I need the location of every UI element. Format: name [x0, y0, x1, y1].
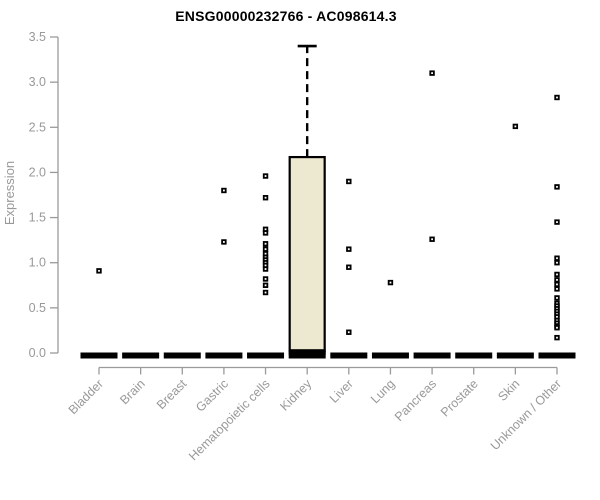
y-tick-label: 2.0 [29, 165, 46, 179]
data-point-center [556, 305, 558, 307]
zero-median-bar [288, 352, 326, 359]
data-point-center [556, 326, 558, 329]
box-median-line [288, 349, 326, 355]
data-point-center [98, 269, 100, 272]
zero-median-bar [247, 352, 285, 359]
data-point-center [556, 185, 558, 188]
data-point-center [264, 175, 267, 177]
data-point-center [347, 266, 350, 269]
zero-median-bar [205, 352, 243, 359]
data-point-center [264, 291, 267, 294]
data-point-center [264, 252, 267, 255]
data-point-center [556, 287, 558, 290]
zero-median-bar [371, 352, 409, 359]
data-point-center [264, 242, 267, 245]
x-tick-label: Kidney [277, 376, 314, 413]
points-layer [96, 70, 560, 341]
zero-median-bar [496, 352, 534, 359]
data-point-center [223, 189, 225, 192]
data-point-center [264, 196, 267, 199]
y-tick-label: 0.5 [29, 301, 46, 315]
y-tick-label: 3.5 [29, 30, 46, 44]
box-rect [288, 155, 326, 353]
x-tick-label: Breast [154, 376, 190, 412]
data-point-center [264, 278, 267, 280]
data-point-center [556, 261, 558, 264]
data-point-center [556, 96, 558, 99]
data-point-center [347, 180, 350, 183]
y-tick-label: 2.5 [29, 120, 46, 134]
y-tick-label: 1.5 [29, 211, 46, 225]
data-point-center [264, 248, 267, 251]
zero-median-bar [80, 352, 118, 359]
zero-median-bar [413, 352, 451, 359]
data-point-center [556, 302, 558, 305]
data-point-center [223, 241, 225, 243]
data-point-center [556, 313, 558, 316]
zero-median-bar [330, 352, 368, 359]
data-point-center [556, 310, 558, 313]
boxes [288, 44, 326, 355]
zero-bars [80, 352, 576, 359]
data-point-center [389, 281, 392, 284]
x-tick-label: Brain [117, 377, 148, 408]
data-point-center [264, 256, 267, 259]
data-point-center [264, 264, 267, 267]
x-tick-label: Lung [368, 377, 398, 407]
y-tick-label: 3.0 [29, 75, 46, 89]
x-tick-label: Skin [495, 377, 522, 404]
data-point-center [264, 228, 267, 231]
zero-median-bar [122, 352, 160, 359]
data-point-center [556, 278, 558, 281]
data-point-center [556, 322, 558, 325]
y-tick-label: 0.0 [29, 346, 46, 360]
x-tick-label: Prostate [438, 377, 481, 420]
data-point-center [556, 297, 558, 299]
data-point-center [431, 72, 433, 75]
data-point-center [264, 284, 267, 287]
data-point-center [556, 273, 558, 276]
data-point-center [431, 238, 433, 241]
x-tick-label: Pancreas [392, 377, 439, 424]
zero-median-bar [163, 352, 201, 359]
data-point-center [264, 268, 267, 270]
data-point-center [556, 283, 558, 286]
data-point-center [264, 232, 267, 234]
y-axis: 0.0 0.5 1.0 1.5 2.0 2.5 3.0 3.5 [29, 30, 59, 360]
data-point-center [556, 221, 558, 223]
data-point-center [264, 261, 267, 264]
x-tick-label: Hematopoietic cells [186, 377, 273, 464]
data-point-center [264, 259, 267, 261]
data-point-center [556, 257, 558, 260]
zero-median-bar [455, 352, 493, 359]
zero-median-bar [538, 352, 576, 359]
chart-title: ENSG00000232766 - AC098614.3 [175, 8, 397, 24]
data-point-center [556, 315, 558, 318]
data-point-center [556, 307, 558, 310]
x-tick-label: Unknown / Other [488, 377, 564, 453]
y-tick-label: 1.0 [29, 256, 46, 270]
data-point-center [556, 319, 558, 322]
data-point-center [514, 125, 517, 128]
data-point-center [347, 331, 350, 334]
x-tick-label: Gastric [193, 377, 231, 415]
x-tick-label: Bladder [66, 377, 106, 417]
x-tick-label: Liver [327, 377, 356, 406]
data-point-center [556, 336, 558, 339]
data-point-center [347, 248, 350, 251]
